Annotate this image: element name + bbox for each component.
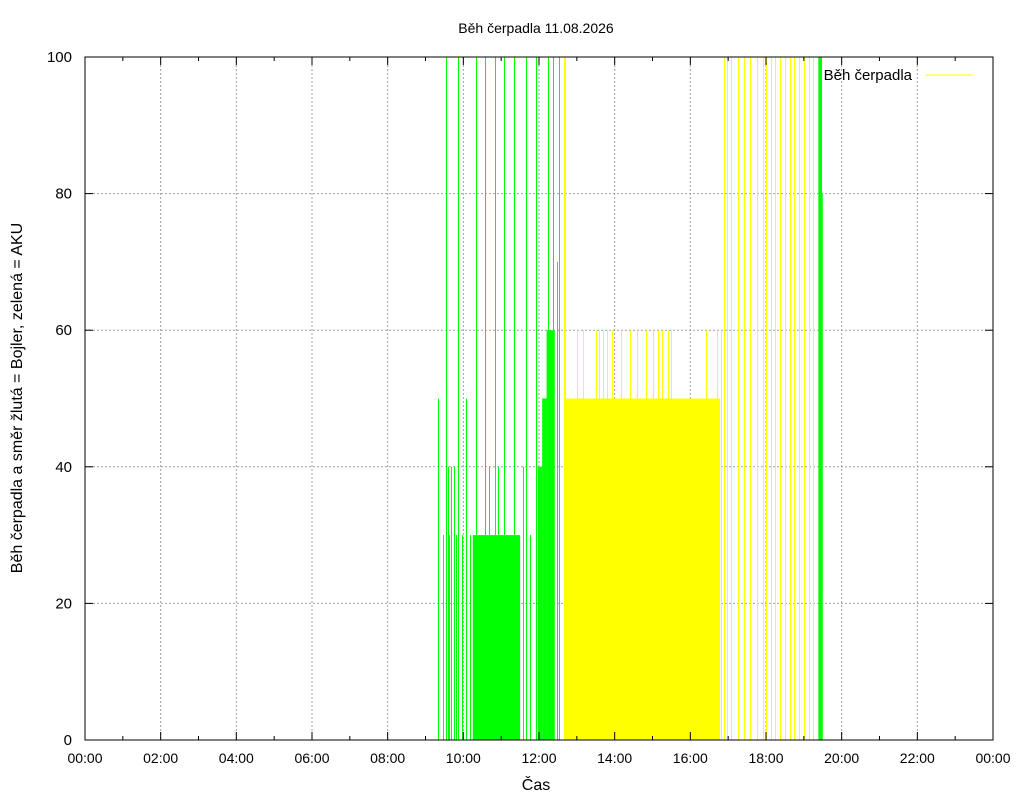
- series-0: [564, 57, 814, 740]
- x-tick-label: 00:00: [975, 750, 1010, 766]
- x-tick-label: 02:00: [143, 750, 178, 766]
- x-tick-label: 12:00: [521, 750, 556, 766]
- x-tick-label: 14:00: [597, 750, 632, 766]
- x-axis-label: Čas: [522, 775, 550, 794]
- series-layer: [438, 57, 823, 741]
- ticks: [84, 56, 994, 741]
- data-block: [537, 466, 543, 740]
- series-1: [438, 57, 823, 741]
- data-block: [818, 57, 821, 740]
- data-block: [472, 535, 521, 740]
- x-tick-label: 00:00: [67, 750, 102, 766]
- x-tick-label: 06:00: [294, 750, 329, 766]
- x-tick-label: 16:00: [673, 750, 708, 766]
- y-axis-label: Běh čerpadla a směr žlutá = Bojler, zele…: [9, 223, 26, 573]
- legend: Běh čerpadla: [824, 67, 973, 84]
- data-block: [564, 398, 720, 740]
- x-tick-label: 10:00: [446, 750, 481, 766]
- tick-labels: 00:00 02:00 04:00 06:00 08:00 10:00 12:00 14:00…: [47, 49, 1011, 766]
- y-tick-label: 60: [55, 322, 72, 339]
- y-tick-label: 20: [55, 595, 72, 612]
- y-tick-label: 40: [55, 459, 72, 476]
- x-tick-label: 20:00: [824, 750, 859, 766]
- x-tick-label: 04:00: [219, 750, 254, 766]
- y-tick-label: 0: [64, 732, 72, 749]
- x-tick-label: 22:00: [900, 750, 935, 766]
- legend-label: Běh čerpadla: [824, 67, 913, 84]
- y-tick-label: 80: [55, 186, 72, 203]
- x-tick-label: 08:00: [370, 750, 405, 766]
- data-block: [546, 330, 555, 740]
- chart-title: Běh čerpadla 11.08.2026: [458, 20, 614, 36]
- x-tick-label: 18:00: [748, 750, 783, 766]
- y-tick-label: 100: [47, 49, 72, 66]
